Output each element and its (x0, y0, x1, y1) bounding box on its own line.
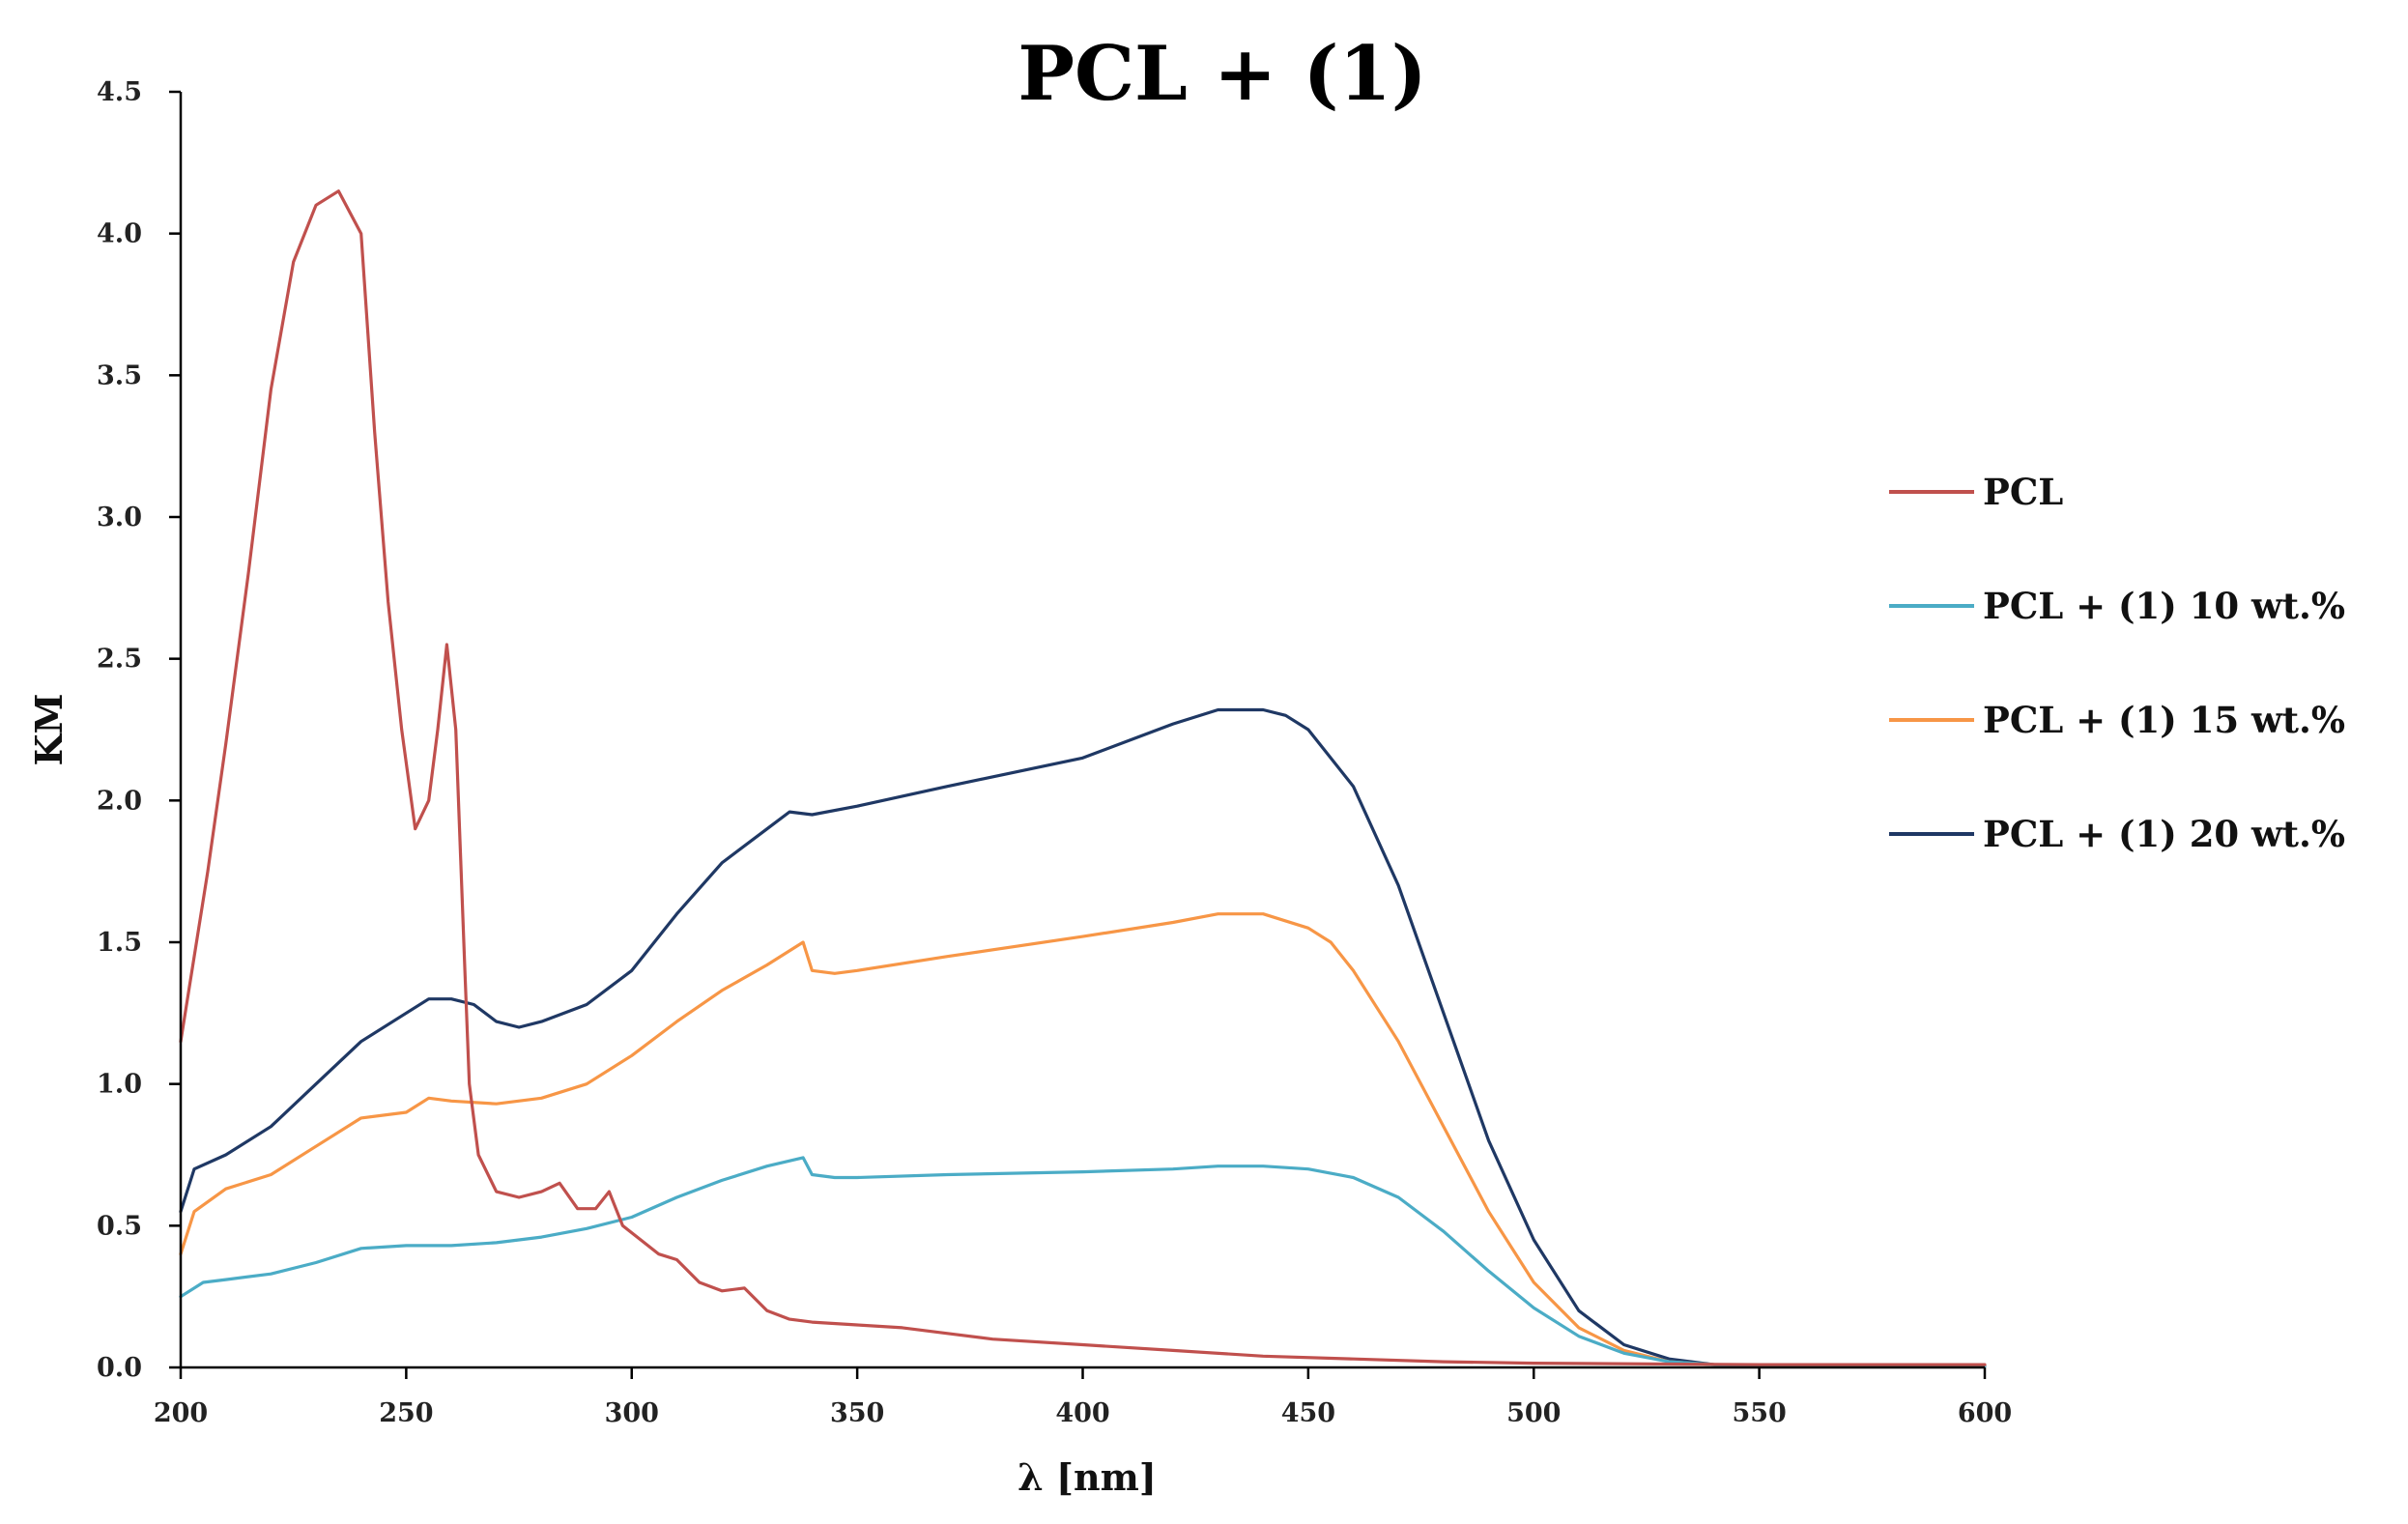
y-tick-label: 4.5 (97, 77, 142, 107)
legend-label: PCL + (1) 10 wt.% (1983, 585, 2345, 627)
x-tick-label: 350 (830, 1398, 884, 1428)
x-tick-label: 600 (1958, 1398, 2012, 1428)
legend-label: PCL + (1) 20 wt.% (1983, 813, 2345, 855)
y-tick-label: 1.0 (97, 1070, 142, 1100)
y-tick-label: 0.5 (97, 1211, 142, 1241)
series-line-2 (179, 912, 1987, 1368)
legend-label: PCL + (1) 15 wt.% (1983, 699, 2345, 741)
y-tick-label: 1.5 (97, 928, 142, 958)
y-tick-label: 4.0 (97, 219, 142, 249)
x-tick-label: 250 (379, 1398, 433, 1428)
series-layer (179, 189, 1987, 1368)
chart-title: PCL + (1) (1018, 30, 1426, 118)
x-axis-title: λ [nm] (1018, 1455, 1157, 1499)
legend: PCL PCL + (1) 10 wt.% PCL + (1) 15 wt.% PCL… (1889, 471, 2345, 855)
x-tick-label: 500 (1506, 1398, 1561, 1428)
y-axis-title: KM (27, 693, 71, 765)
x-tick-label: 200 (154, 1398, 208, 1428)
y-tick-label: 2.0 (97, 786, 142, 816)
x-tick-label: 450 (1281, 1398, 1335, 1428)
y-tick-label: 2.5 (97, 645, 142, 675)
y-tick-label: 0.0 (97, 1353, 142, 1383)
legend-label: PCL (1983, 471, 2063, 513)
series-line-0 (179, 189, 1987, 1366)
x-tick-group: 200 250 300 350 400 450 500 550 600 (154, 1367, 2012, 1428)
y-tick-label: 3.0 (97, 503, 142, 532)
y-tick-group: 0.0 0.5 1.0 1.5 2.0 2.5 3.0 3.5 4.0 4.5 (97, 77, 181, 1383)
x-tick-label: 400 (1055, 1398, 1109, 1428)
y-tick-label: 3.5 (97, 360, 142, 390)
series-line-1 (179, 1156, 1987, 1368)
x-tick-label: 300 (605, 1398, 659, 1428)
series-line-3 (179, 707, 1987, 1368)
x-tick-label: 550 (1732, 1398, 1786, 1428)
